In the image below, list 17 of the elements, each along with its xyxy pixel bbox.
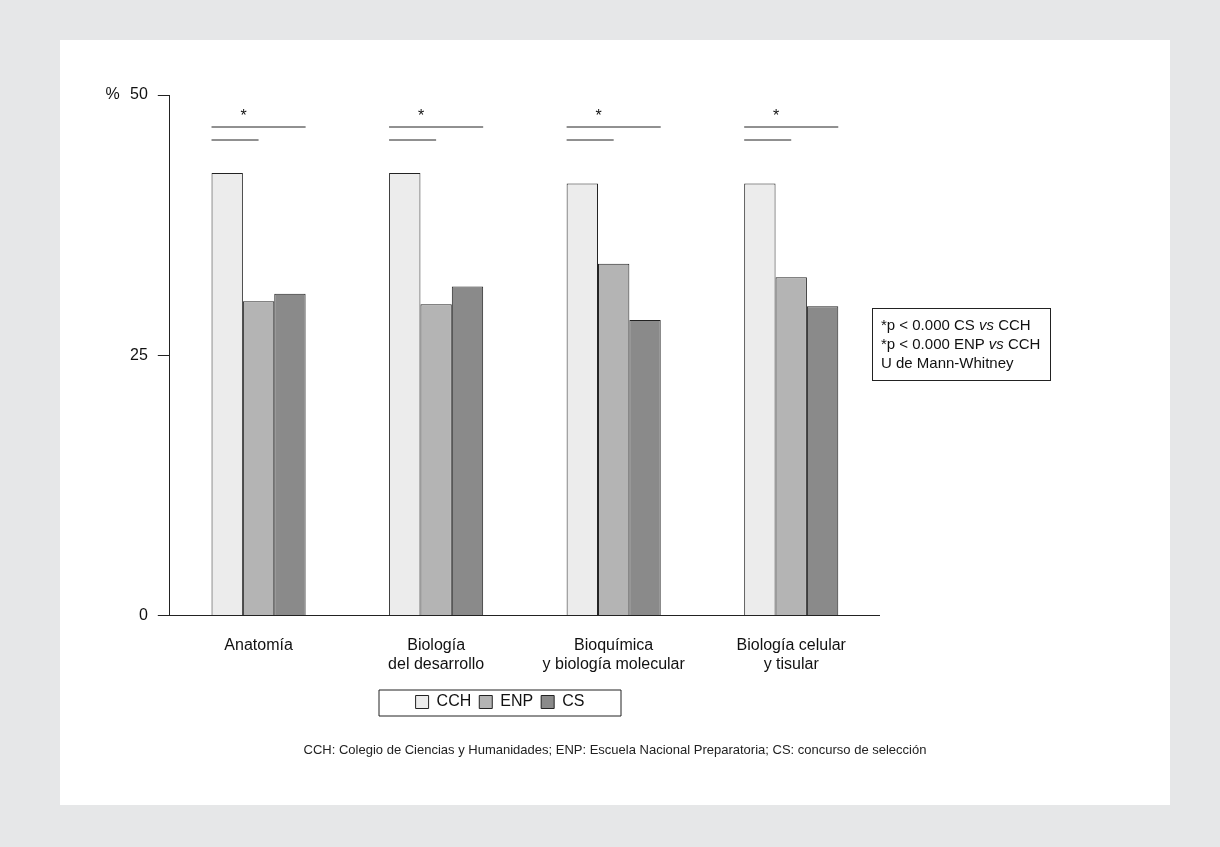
x-tick-label: Bioquímica y biología molecular bbox=[542, 635, 686, 672]
annotation: * bbox=[595, 107, 602, 125]
x-tick-label: Biología celular y tisular bbox=[736, 635, 847, 672]
legend-label: ENP bbox=[500, 692, 534, 710]
legend-label: CS bbox=[562, 692, 585, 710]
annotation: *p < 0.000 CS vs CCH *p < 0.000 ENP vs CCH U de Mann-Whitney bbox=[872, 308, 1052, 381]
annotation: * bbox=[240, 107, 247, 125]
legend-label: CCH bbox=[436, 692, 472, 710]
annotation: * bbox=[773, 107, 780, 125]
annotation: * bbox=[418, 107, 425, 125]
y-tick-label: 50 bbox=[130, 85, 148, 103]
y-tick-label: 0 bbox=[138, 606, 148, 624]
y-tick-label: 25 bbox=[130, 345, 148, 363]
x-tick-label: Biología del desarrollo bbox=[388, 635, 485, 672]
y-axis-title: % bbox=[105, 85, 120, 103]
x-tick-label: Anatomía bbox=[224, 635, 293, 653]
text: CCH: Colegio de Ciencias y Humanidades; ENP: Escuela Nacional Preparatoria; CS: concurso de selección bbox=[302, 742, 928, 757]
